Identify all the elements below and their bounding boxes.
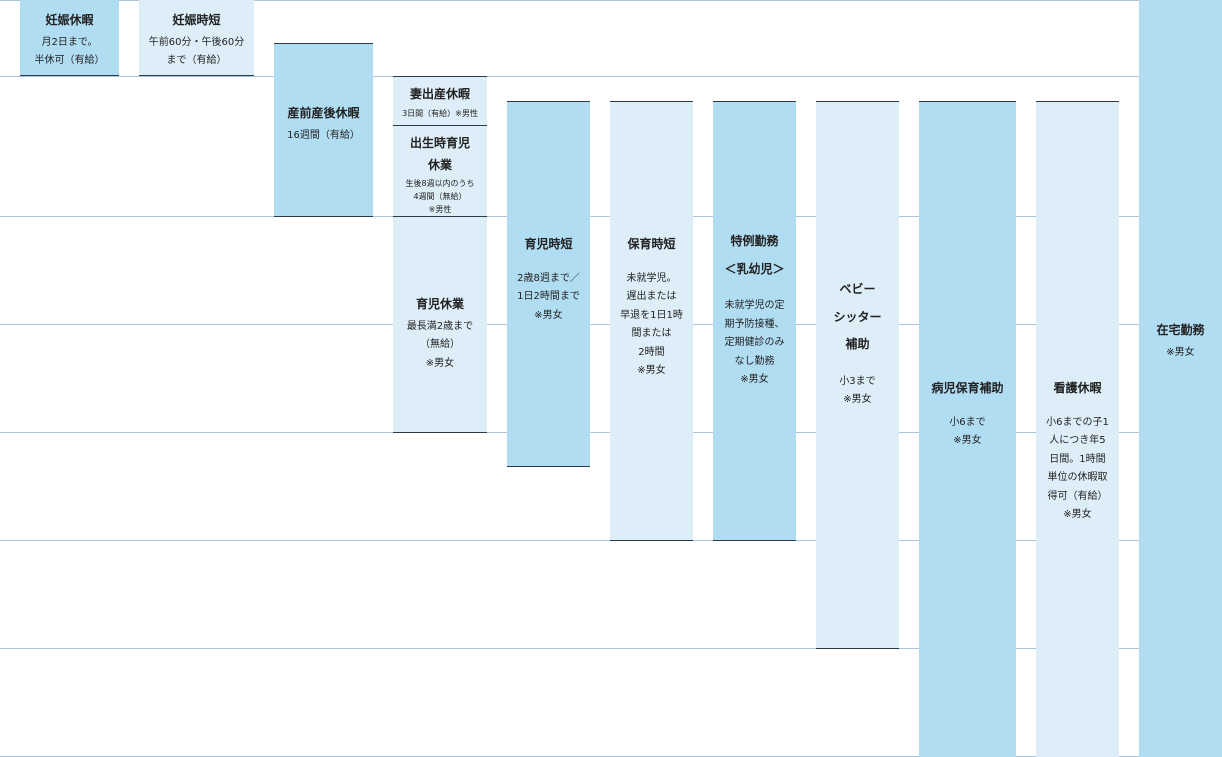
stage-line <box>0 0 1140 1</box>
program-title: 病児保育補助 <box>931 381 1004 395</box>
program-desc: 小6まで ※男女 <box>949 416 986 447</box>
program-ikuji-jitan: 育児時短 2歳8週まで／ 1日2時間まで ※男女 <box>507 101 590 467</box>
stage-line <box>0 76 1140 77</box>
program-desc: 生後8週以内のうち 4週間（無給） ※男性 <box>405 179 475 214</box>
program-title: 妻出産休暇 <box>409 87 470 101</box>
program-hoiku-jitan: 保育時短 未就学児。 遅出または 早退を1日1時 間または 2時間 ※男女 <box>610 101 693 541</box>
program-tsuma-shussan: 妻出産休暇 3日間（有給）※男性 <box>393 76 487 126</box>
program-desc: 16週間（有給） <box>287 129 360 141</box>
program-byoji-hoiku: 病児保育補助 小6まで ※男女 <box>919 101 1016 757</box>
program-title: 育児時短 <box>524 237 573 251</box>
program-desc: 小3まで ※男女 <box>839 375 876 406</box>
program-desc: 小6までの子1 人につき年5 日間。1時間 単位の休暇取 得可（有給） ※男女 <box>1046 416 1109 521</box>
program-title: 妊娠休暇 <box>45 13 94 27</box>
program-desc: 3日間（有給）※男性 <box>402 108 478 118</box>
program-desc: 2歳8週まで／ 1日2時間まで ※男女 <box>517 272 580 321</box>
program-ikuji-kyugyo: 育児休業 最長満2歳まで （無給） ※男女 <box>393 216 487 433</box>
program-desc: 未就学児。 遅出または 早退を1日1時 間または 2時間 ※男女 <box>620 272 683 377</box>
stage-line <box>0 540 1140 541</box>
program-desc: 最長満2歳まで （無給） ※男女 <box>406 320 474 369</box>
program-zaitaku-kinmu: 在宅勤務 ※男女 <box>1139 0 1222 757</box>
program-tokurei-kinmu: 特例勤務 ＜乳幼児＞ 未就学児の定 期予防接種、 定期健診のみ なし勤務 ※男女 <box>713 101 796 541</box>
program-title: 産前産後休暇 <box>287 106 360 120</box>
program-desc: 午前60分・午後60分 まで（有給） <box>148 36 245 67</box>
program-ninshin-kyuka: 妊娠休暇 月2日まで。 半休可（有給） <box>20 0 119 76</box>
program-title: 育児休業 <box>415 297 464 311</box>
program-desc: ※男女 <box>1166 346 1195 358</box>
program-ninshin-jitan: 妊娠時短 午前60分・午後60分 まで（有給） <box>139 0 254 76</box>
program-title: 妊娠時短 <box>172 13 221 27</box>
program-title: 看護休暇 <box>1053 381 1102 395</box>
program-title: ベビー シッター 補助 <box>833 282 882 352</box>
program-kango-kyuka: 看護休暇 小6までの子1 人につき年5 日間。1時間 単位の休暇取 得可（有給）… <box>1036 101 1119 757</box>
program-title: 在宅勤務 <box>1156 323 1205 337</box>
program-desc: 未就学児の定 期予防接種、 定期健診のみ なし勤務 ※男女 <box>724 300 785 386</box>
stage-line <box>0 648 1140 649</box>
program-babysitter: ベビー シッター 補助 小3まで ※男女 <box>816 101 899 649</box>
program-title: 特例勤務 ＜乳幼児＞ <box>724 234 785 276</box>
program-shussei-ikuji: 出生時育児 休業 生後8週以内のうち 4週間（無給） ※男性 <box>393 125 487 217</box>
program-sanzen-sango: 産前産後休暇 16週間（有給） <box>274 43 373 217</box>
program-desc: 月2日まで。 半休可（有給） <box>34 36 105 67</box>
program-title: 出生時育児 休業 <box>409 136 470 173</box>
program-title: 保育時短 <box>627 237 676 251</box>
